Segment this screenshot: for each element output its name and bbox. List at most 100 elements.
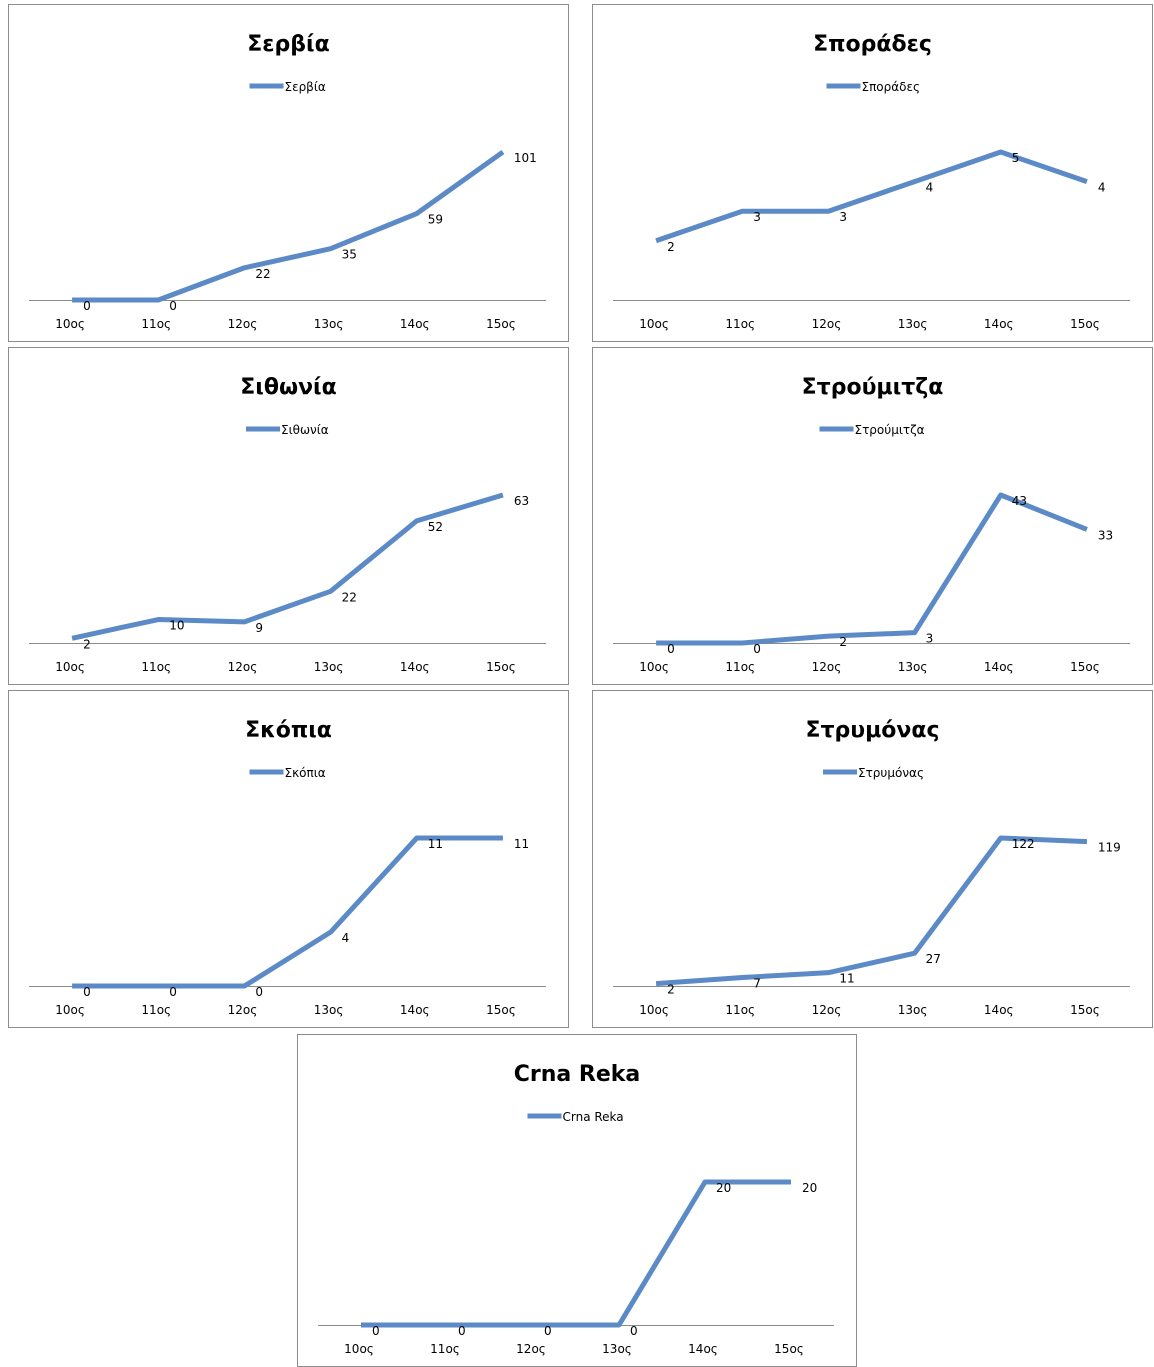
- series-line: [72, 835, 503, 989]
- data-label: 101: [514, 151, 537, 165]
- x-tick-label: 10ος: [639, 660, 669, 674]
- chart-svg: Στρούμιτζα Στρούμιτζα 10ος 11ος 12ος 13ος 14ος…: [613, 375, 1130, 674]
- x-tick-label: 15ος: [1070, 317, 1100, 331]
- x-tick-label: 10ος: [639, 317, 669, 331]
- x-tick-label: 12ος: [812, 1003, 842, 1017]
- x-tick-label: 14ος: [984, 1003, 1014, 1017]
- data-label: 27: [926, 952, 941, 966]
- x-tick-label: 12ος: [812, 317, 842, 331]
- data-label: 0: [169, 985, 177, 999]
- data-label: 122: [1012, 837, 1035, 851]
- x-tick-label: 13ος: [314, 1003, 344, 1017]
- chart-panel-sporades: Σποράδες Σποράδες 10ος 11ος 12ος 13ος 14ος 15ος…: [592, 4, 1153, 342]
- x-tick-label: 11ος: [725, 660, 755, 674]
- legend: Crna Reka: [527, 1110, 624, 1124]
- x-tick-label: 13ος: [898, 660, 928, 674]
- chart-title: Crna Reka: [514, 1062, 641, 1087]
- legend: Σποράδες: [826, 80, 920, 94]
- chart-svg: Σερβία Σερβία 10ος 11ος 12ος 13ος 14ος 15ος 0 0 22…: [29, 32, 546, 331]
- data-label: 4: [926, 181, 934, 195]
- x-tick-label: 15ος: [486, 317, 516, 331]
- x-tick-label: 12ος: [812, 660, 842, 674]
- x-tick-label: 15ος: [1070, 660, 1100, 674]
- legend-label: Στρυμόνας: [858, 766, 924, 780]
- x-tick-label: 10ος: [55, 660, 85, 674]
- x-tick-label: 12ος: [516, 1342, 546, 1356]
- chart-title: Στρυμόνας: [805, 718, 939, 743]
- x-tick-label: 14ος: [400, 317, 430, 331]
- legend: Στρούμιτζα: [819, 423, 925, 437]
- x-tick-label: 14ος: [984, 317, 1014, 331]
- legend-label: Crna Reka: [563, 1110, 624, 1124]
- x-tick-label: 13ος: [602, 1342, 632, 1356]
- data-label: 20: [716, 1181, 731, 1195]
- x-tick-label: 14ος: [688, 1342, 718, 1356]
- data-label: 0: [372, 1324, 380, 1338]
- data-label: 0: [667, 642, 675, 656]
- series-line: [71, 492, 504, 641]
- x-tick-label: 14ος: [400, 660, 430, 674]
- series-line: [655, 149, 1088, 244]
- chart-svg: Σποράδες Σποράδες 10ος 11ος 12ος 13ος 14ος 15ος…: [613, 32, 1130, 331]
- data-label: 4: [342, 931, 350, 945]
- x-tick-label: 11ος: [141, 317, 171, 331]
- x-tick-label: 10ος: [55, 317, 85, 331]
- data-label: 0: [544, 1324, 552, 1338]
- chart-panel-skopia: Σκόπια Σκόπια 10ος 11ος 12ος 13ος 14ος 15ος 0 0 0 4…: [8, 690, 569, 1028]
- x-tick-label: 12ος: [228, 1003, 258, 1017]
- data-label: 7: [753, 977, 761, 991]
- data-label: 22: [255, 267, 270, 281]
- data-label: 20: [802, 1181, 817, 1195]
- x-tick-label: 11ος: [430, 1342, 460, 1356]
- data-label: 119: [1098, 841, 1121, 855]
- chart-panel-strymonas: Στρυμόνας Στρυμόνας 10ος 11ος 12ος 13ος 14ος 15…: [592, 690, 1153, 1028]
- x-tick-label: 11ος: [725, 317, 755, 331]
- x-tick-label: 14ος: [400, 1003, 430, 1017]
- chart-panel-stroumitza: Στρούμιτζα Στρούμιτζα 10ος 11ος 12ος 13ος 14ος…: [592, 347, 1153, 685]
- data-label: 35: [342, 248, 357, 262]
- data-label: 2: [667, 240, 675, 254]
- data-label: 11: [839, 972, 854, 986]
- x-tick-label: 10ος: [639, 1003, 669, 1017]
- data-label: 10: [169, 619, 184, 633]
- series-line: [656, 492, 1088, 646]
- x-tick-label: 13ος: [314, 317, 344, 331]
- chart-title: Σποράδες: [813, 32, 932, 57]
- legend-label: Σερβία: [285, 80, 326, 94]
- chart-title: Σερβία: [247, 32, 329, 57]
- data-label: 22: [342, 590, 357, 604]
- legend: Σκόπια: [249, 766, 326, 780]
- data-label: 59: [428, 213, 443, 227]
- x-tick-label: 13ος: [314, 660, 344, 674]
- data-label: 0: [630, 1324, 638, 1338]
- data-label: 9: [255, 621, 263, 635]
- data-label: 3: [753, 210, 761, 224]
- chart-svg: Σιθωνία Σιθωνία 10ος 11ος 12ος 13ος 14ος 15ος 2 1…: [29, 375, 546, 674]
- legend: Στρυμόνας: [823, 766, 924, 780]
- data-label: 0: [83, 299, 91, 313]
- data-label: 63: [514, 494, 529, 508]
- data-label: 0: [255, 985, 263, 999]
- x-tick-label: 15ος: [486, 660, 516, 674]
- data-label: 5: [1012, 151, 1020, 165]
- x-tick-label: 11ος: [725, 1003, 755, 1017]
- series-line: [72, 149, 505, 303]
- chart-title: Σιθωνία: [240, 375, 337, 400]
- legend-label: Σκόπια: [285, 766, 326, 780]
- x-tick-label: 11ος: [141, 660, 171, 674]
- data-label: 3: [926, 632, 934, 646]
- chart-svg: Crna Reka Crna Reka 10ος 11ος 12ος 13ος 14ος 15…: [318, 1062, 834, 1356]
- data-label: 0: [169, 299, 177, 313]
- legend-label: Στρούμιτζα: [855, 423, 925, 437]
- x-tick-label: 12ος: [228, 660, 258, 674]
- chart-panel-sithonia: Σιθωνία Σιθωνία 10ος 11ος 12ος 13ος 14ος 15ος 2 1…: [8, 347, 569, 685]
- data-label: 2: [667, 983, 675, 997]
- data-label: 0: [83, 985, 91, 999]
- data-label: 0: [458, 1324, 466, 1338]
- data-label: 0: [753, 642, 761, 656]
- legend: Σερβία: [249, 80, 326, 94]
- chart-svg: Στρυμόνας Στρυμόνας 10ος 11ος 12ος 13ος 14ος 15…: [613, 718, 1130, 1017]
- chart-title: Σκόπια: [245, 718, 332, 743]
- chart-panel-serbia: Σερβία Σερβία 10ος 11ος 12ος 13ος 14ος 15ος 0 0 22…: [8, 4, 569, 342]
- chart-svg: Σκόπια Σκόπια 10ος 11ος 12ος 13ος 14ος 15ος 0 0 0 4…: [29, 718, 546, 1017]
